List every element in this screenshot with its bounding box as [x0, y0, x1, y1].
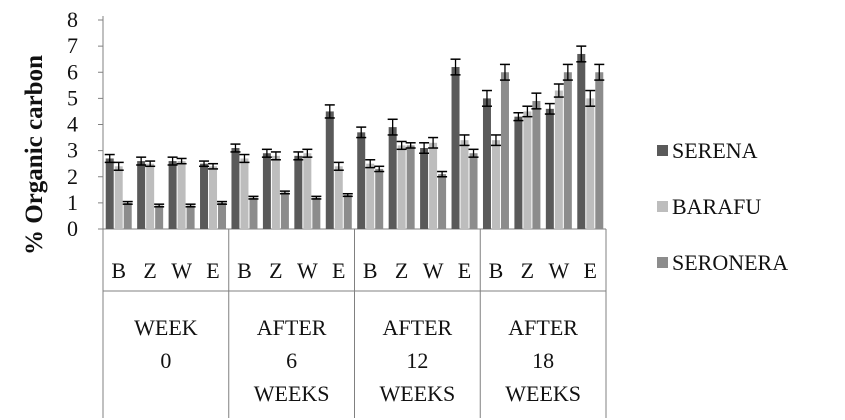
category-label: W — [171, 258, 192, 283]
category-label: B — [363, 258, 378, 283]
bar-barafu-w-group-3 — [429, 142, 438, 229]
category-label: W — [423, 258, 444, 283]
y-tick-label: 8 — [67, 7, 78, 32]
legend-swatch-serena — [657, 145, 668, 156]
bar-serena-w-group-1 — [168, 161, 177, 229]
category-label: Z — [395, 258, 408, 283]
bar-barafu-b-group-3 — [366, 163, 375, 229]
bar-seronera-e-group-1 — [218, 202, 227, 229]
group-label: AFTER — [257, 315, 327, 340]
bar-seronera-z-group-4 — [532, 100, 541, 229]
category-label: E — [458, 258, 471, 283]
bar-serena-e-group-3 — [451, 67, 460, 230]
bar-barafu-w-group-2 — [303, 153, 312, 229]
bar-serena-w-group-4 — [545, 108, 554, 229]
category-label: B — [111, 258, 126, 283]
y-tick-label: 0 — [67, 216, 78, 241]
category-label: E — [584, 258, 597, 283]
group-label: AFTER — [383, 315, 453, 340]
group-label: AFTER — [508, 315, 578, 340]
bar-serena-b-group-1 — [105, 158, 114, 229]
bar-barafu-b-group-2 — [240, 158, 249, 229]
bar-serena-e-group-1 — [200, 163, 209, 229]
bar-barafu-z-group-1 — [146, 163, 155, 229]
group-label: 0 — [160, 348, 171, 373]
group-label: 12 — [406, 348, 428, 373]
bar-barafu-e-group-3 — [460, 140, 469, 229]
bar-seronera-w-group-3 — [438, 174, 447, 229]
category-label: Z — [143, 258, 156, 283]
group-label: 6 — [286, 348, 297, 373]
group-label: 18 — [532, 348, 554, 373]
y-tick-label: 6 — [67, 59, 78, 84]
legend: SERENA BARAFU SERONERA — [657, 138, 788, 275]
bar-seronera-z-group-1 — [155, 205, 164, 229]
bar-serena-w-group-2 — [294, 155, 303, 229]
y-tick-label: 3 — [67, 138, 78, 163]
bar-serena-e-group-2 — [325, 111, 334, 229]
legend-label-serena: SERENA — [672, 138, 758, 163]
y-tick-label: 1 — [67, 190, 78, 215]
bar-barafu-b-group-1 — [114, 166, 123, 229]
bar-serena-w-group-3 — [420, 148, 429, 229]
y-tick-label: 5 — [67, 85, 78, 110]
group-label: WEEKS — [379, 381, 455, 406]
bar-serena-z-group-1 — [137, 161, 146, 229]
bar-barafu-e-group-4 — [586, 98, 595, 229]
bar-serena-z-group-4 — [514, 116, 523, 229]
group-label: WEEKS — [505, 381, 581, 406]
y-tick-label: 4 — [67, 112, 78, 137]
group-label: WEEK — [134, 315, 198, 340]
bar-seronera-w-group-4 — [563, 72, 572, 229]
category-label: B — [237, 258, 252, 283]
legend-label-barafu: BARAFU — [672, 194, 761, 219]
bar-barafu-z-group-4 — [523, 111, 532, 229]
bar-seronera-w-group-2 — [312, 197, 321, 229]
bar-serena-z-group-2 — [262, 153, 271, 229]
bar-serena-e-group-4 — [577, 53, 586, 230]
bar-barafu-z-group-3 — [397, 145, 406, 229]
bar-serena-b-group-4 — [482, 98, 491, 229]
group-label: WEEKS — [254, 381, 330, 406]
bar-seronera-b-group-3 — [375, 168, 384, 229]
category-label: W — [548, 258, 569, 283]
category-label: Z — [521, 258, 534, 283]
bar-seronera-b-group-1 — [123, 202, 132, 229]
y-axis-label: % Organic carbon — [21, 55, 48, 255]
bar-seronera-w-group-1 — [186, 205, 195, 229]
bar-seronera-b-group-2 — [249, 197, 258, 229]
bar-seronera-z-group-3 — [406, 145, 415, 229]
legend-label-seronera: SERONERA — [672, 250, 788, 275]
bar-barafu-w-group-1 — [177, 161, 186, 229]
bar-barafu-e-group-2 — [334, 166, 343, 229]
bar-seronera-b-group-4 — [500, 72, 509, 229]
y-tick-label: 2 — [67, 164, 78, 189]
bar-barafu-z-group-2 — [271, 155, 280, 229]
bar-barafu-w-group-4 — [554, 90, 563, 229]
bar-seronera-z-group-2 — [280, 192, 289, 229]
bar-seronera-e-group-2 — [343, 195, 352, 229]
category-label: B — [489, 258, 504, 283]
y-tick-label: 7 — [67, 33, 78, 58]
category-label: E — [332, 258, 345, 283]
bar-serena-b-group-3 — [357, 132, 366, 229]
category-label: Z — [269, 258, 282, 283]
legend-swatch-seronera — [657, 257, 668, 268]
bar-barafu-e-group-1 — [209, 166, 218, 229]
category-label: W — [297, 258, 318, 283]
category-label: E — [206, 258, 219, 283]
bar-seronera-e-group-4 — [595, 72, 604, 229]
bar-seronera-e-group-3 — [469, 153, 478, 229]
bar-serena-b-group-2 — [231, 148, 240, 229]
legend-swatch-barafu — [657, 201, 668, 212]
bar-serena-z-group-3 — [388, 127, 397, 229]
bar-barafu-b-group-4 — [491, 140, 500, 229]
